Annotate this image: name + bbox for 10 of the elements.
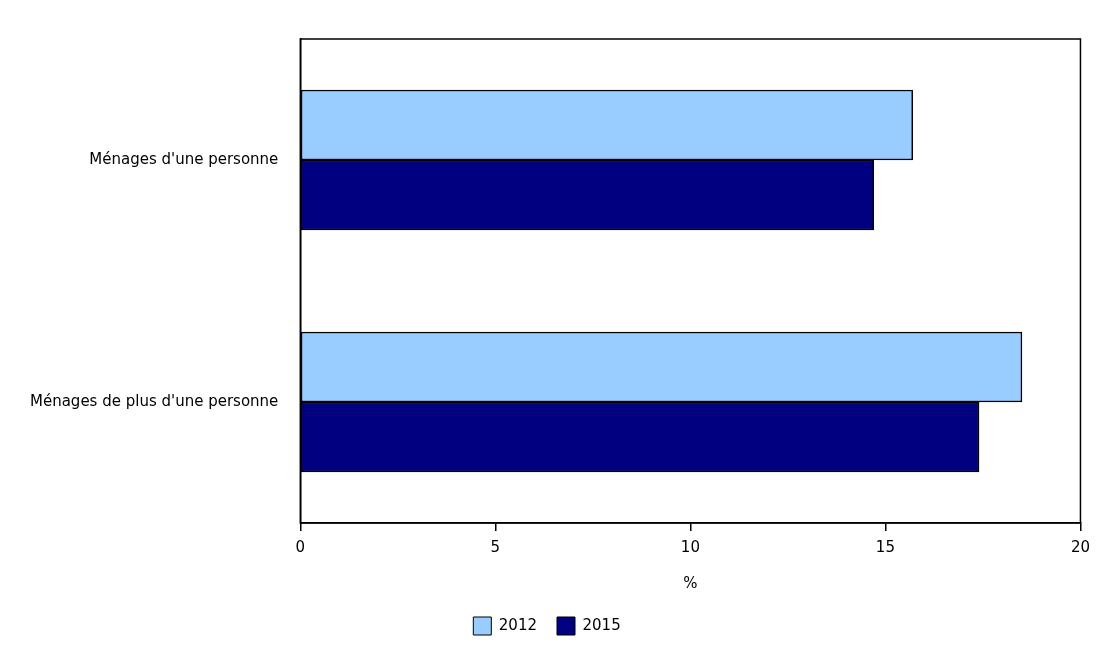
- legend-label: 2015: [582, 615, 621, 634]
- x-tick-label: 0: [295, 537, 306, 556]
- y-tick-label: Ménages de plus d'une personne: [29, 391, 279, 410]
- y-tick-label: Ménages d'une personne: [89, 149, 279, 168]
- x-tick-label: 20: [1070, 537, 1090, 556]
- x-axis-title: %: [683, 573, 698, 592]
- legend-label: 2012: [498, 615, 538, 634]
- x-tick-label: 15: [875, 537, 895, 556]
- x-tick-label: 5: [490, 537, 501, 556]
- x-tick-label: 10: [680, 537, 700, 556]
